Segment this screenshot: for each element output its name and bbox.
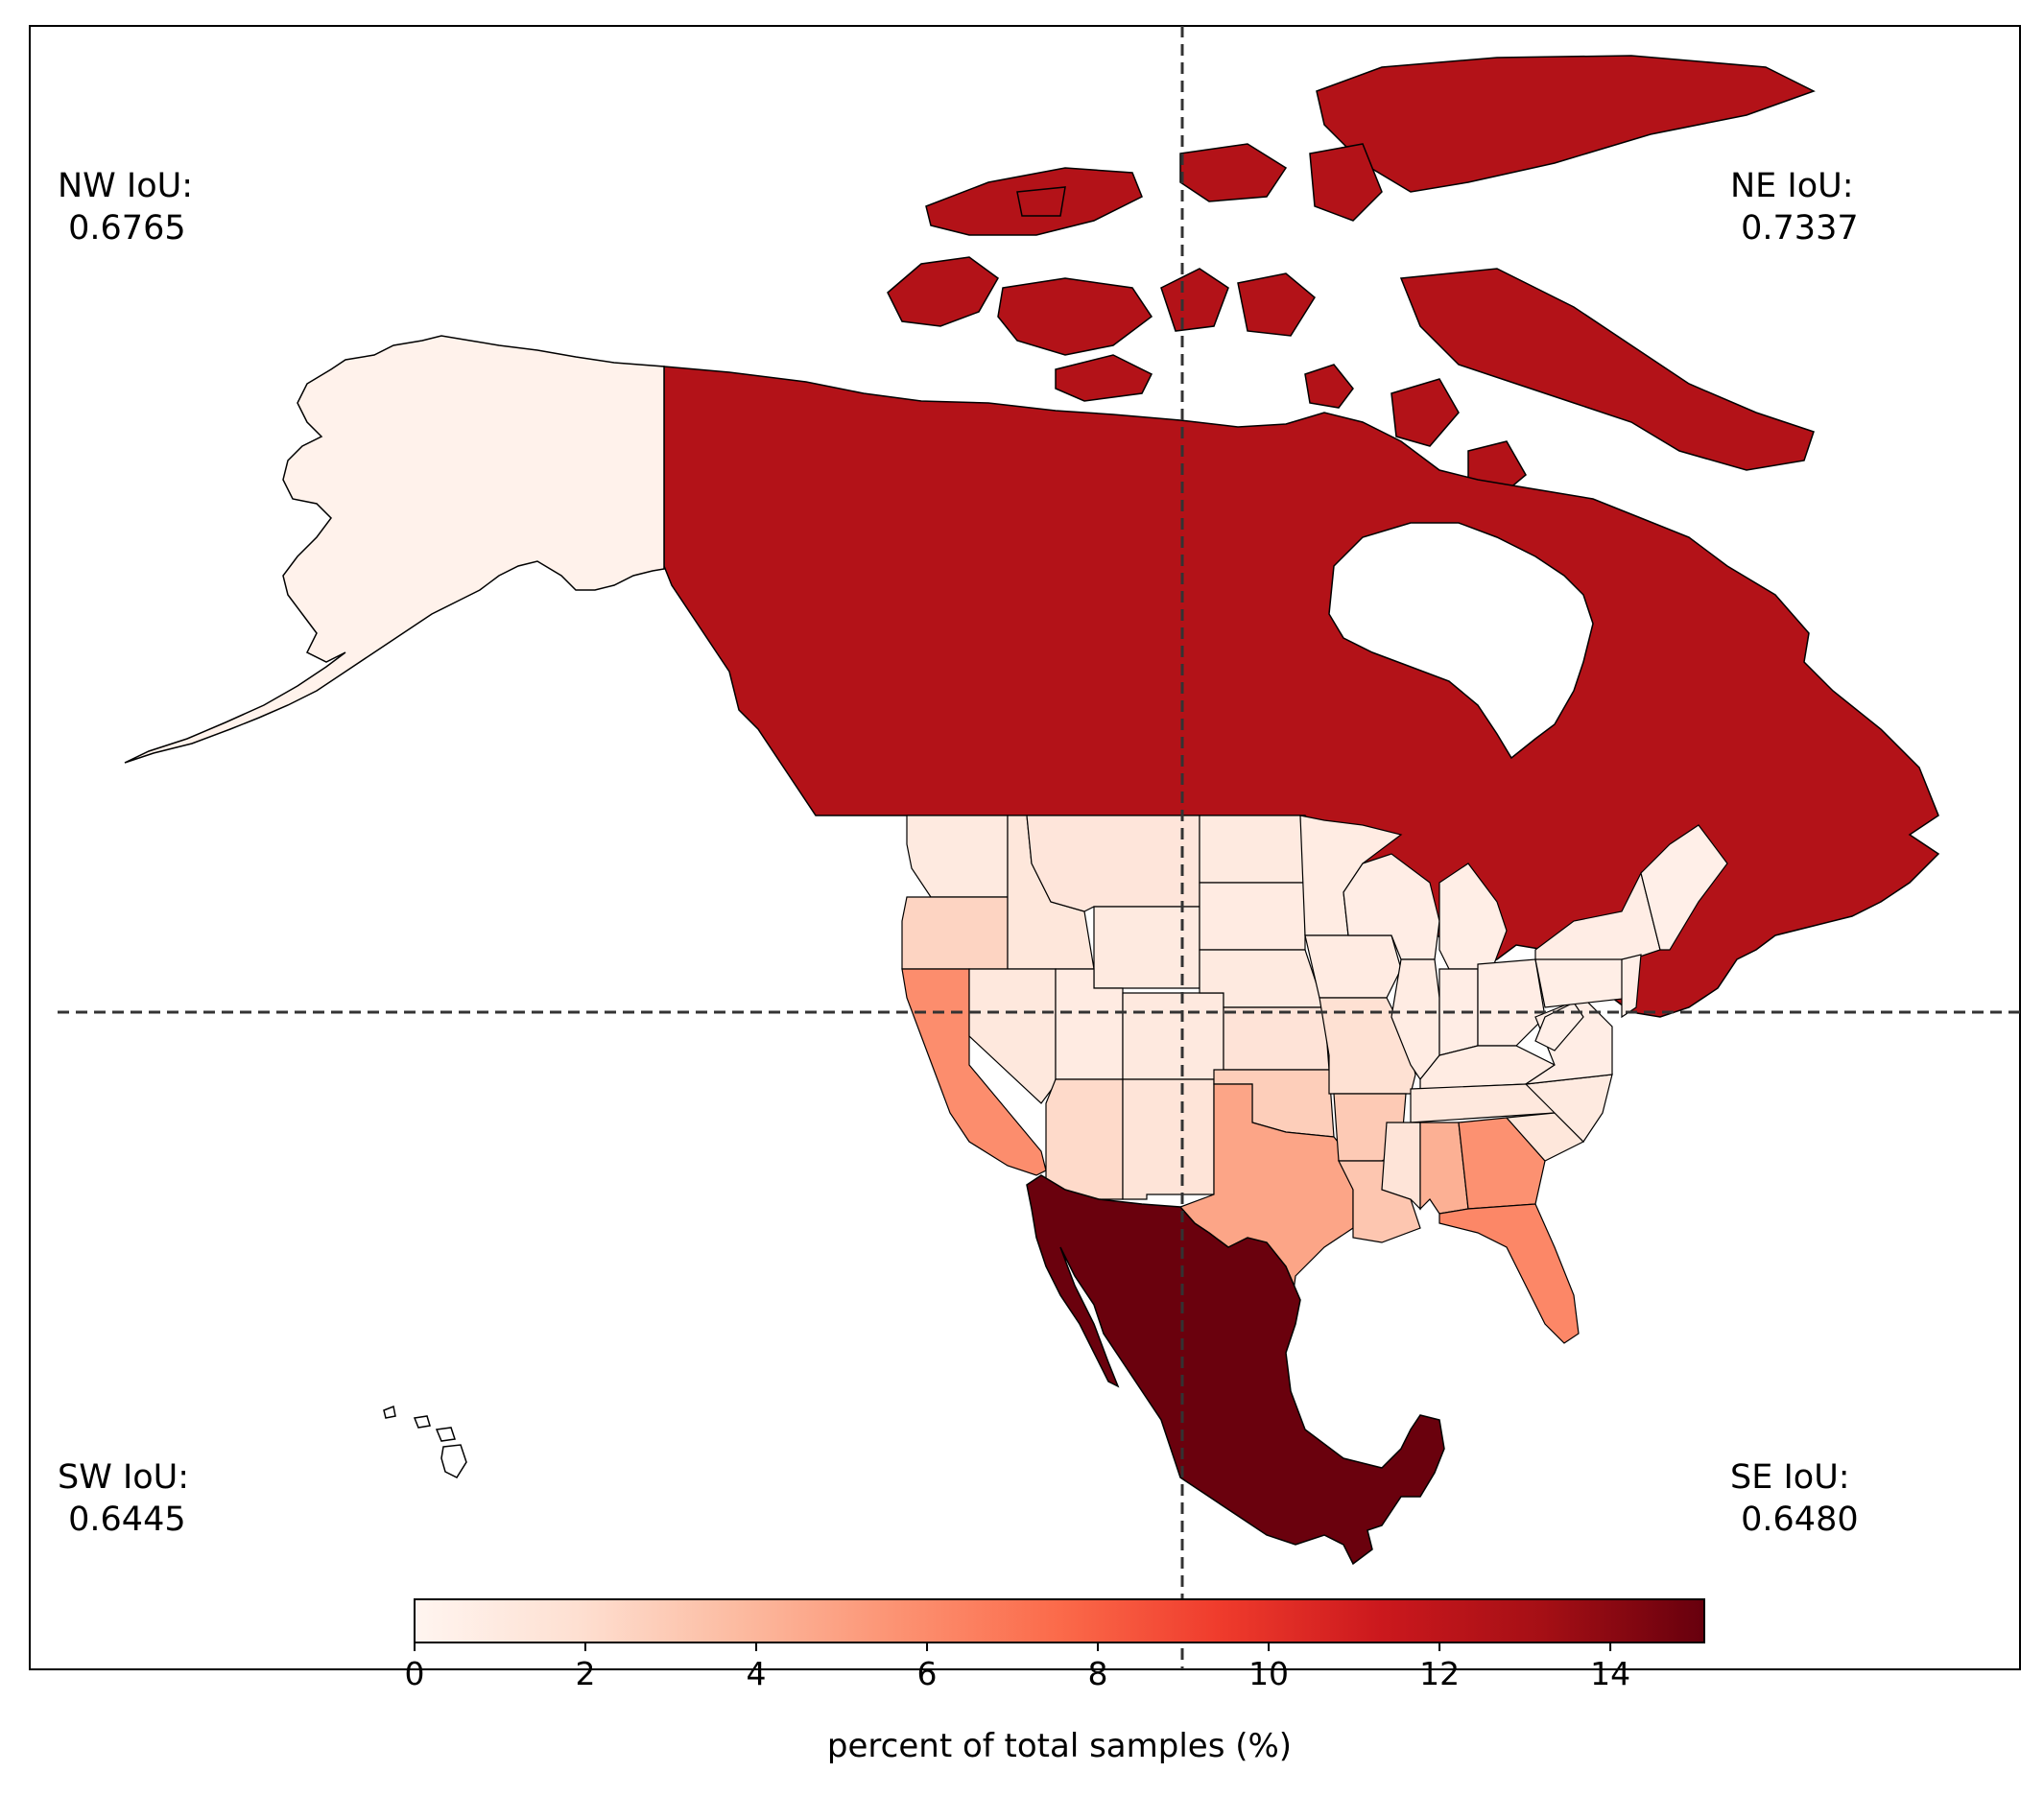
state-michigan	[1438, 863, 1508, 970]
state-missouri	[1319, 997, 1416, 1095]
state-montana	[1026, 815, 1200, 912]
state-north-dakota	[1199, 815, 1306, 884]
hawaii	[383, 1405, 467, 1478]
colorbar-tick-label: 10	[1248, 1655, 1289, 1692]
colorbar-tick-label: 14	[1590, 1655, 1630, 1692]
state-oregon	[901, 896, 1009, 970]
state-new-mexico	[1122, 1078, 1215, 1200]
colorbar-label: percent of total samples (%)	[826, 1727, 1293, 1765]
state-new-england	[1640, 824, 1728, 951]
sw-iou-title: SW IoU:	[58, 1458, 190, 1497]
alaska	[124, 335, 665, 764]
colorbar-tick-label: 12	[1419, 1655, 1460, 1692]
state-washington	[906, 815, 1009, 898]
ne-iou-title: NE IoU:	[1730, 167, 1854, 205]
colorbar-tick-label: 4	[747, 1655, 767, 1692]
state-arizona	[1045, 1078, 1124, 1200]
colorbar-ticks: 0 2 4 6 8 10 12 14	[405, 1642, 1630, 1692]
state-kansas	[1223, 1006, 1330, 1071]
state-california	[901, 968, 1047, 1176]
nw-iou-title: NW IoU:	[58, 167, 194, 205]
us-states	[901, 815, 1728, 1344]
canada-arctic-islands	[887, 55, 1816, 500]
se-iou-title: SE IoU:	[1730, 1458, 1850, 1497]
state-south-dakota	[1199, 882, 1306, 951]
state-georgia	[1458, 1117, 1546, 1210]
nw-iou-value: 0.6765	[68, 209, 186, 248]
colorbar-tick-label: 2	[576, 1655, 596, 1692]
nw-iou-label: NW IoU: 0.6765	[58, 165, 193, 249]
state-ohio	[1477, 958, 1546, 1047]
mexico	[1026, 1174, 1445, 1566]
sw-iou-value: 0.6445	[68, 1501, 186, 1539]
colorbar-tick-label: 6	[917, 1655, 938, 1692]
state-pennsylvania	[1534, 954, 1632, 1008]
colorbar-tick-label: 0	[405, 1655, 425, 1692]
se-iou-value: 0.6480	[1741, 1501, 1859, 1539]
colorbar	[414, 1598, 1705, 1643]
state-colorado	[1122, 992, 1224, 1080]
state-iowa	[1304, 934, 1402, 999]
sw-iou-label: SW IoU: 0.6445	[58, 1456, 189, 1541]
state-florida	[1438, 1203, 1580, 1344]
state-mid-atlantic	[1621, 954, 1642, 1019]
ne-iou-value: 0.7337	[1741, 209, 1859, 248]
axes-frame	[29, 25, 2021, 1670]
state-nevada	[968, 968, 1057, 1104]
se-iou-label: SE IoU: 0.6480	[1730, 1456, 1859, 1541]
colorbar-tick-label: 8	[1088, 1655, 1108, 1692]
state-mississippi	[1381, 1122, 1421, 1211]
ne-iou-label: NE IoU: 0.7337	[1730, 165, 1859, 249]
